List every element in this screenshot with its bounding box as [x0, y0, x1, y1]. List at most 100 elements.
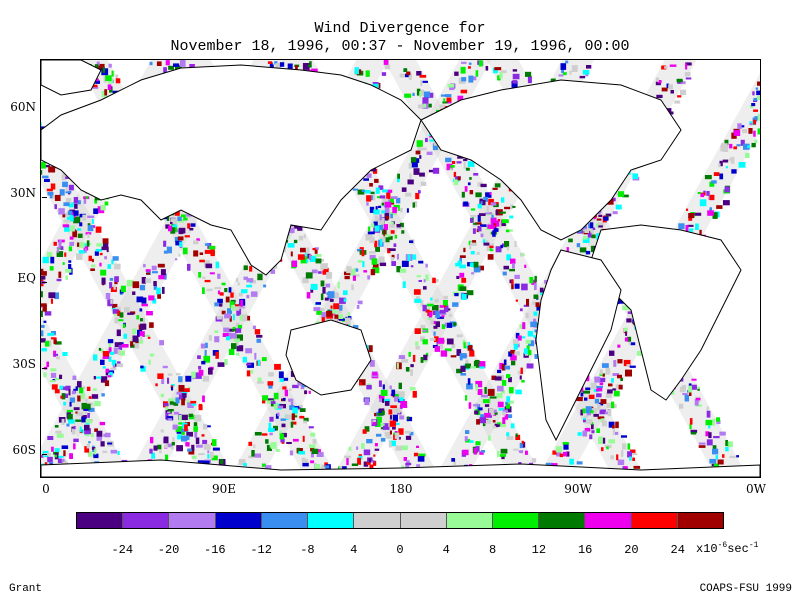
swath-speck	[380, 389, 388, 396]
swath-speck	[432, 277, 436, 284]
swath-speck	[68, 260, 72, 263]
swath-speck	[420, 336, 425, 342]
swath-speck	[583, 390, 590, 394]
swath-speck	[621, 435, 627, 438]
swath-speck	[170, 226, 176, 234]
swath-speck	[219, 292, 224, 296]
landmass-antarctica	[41, 459, 760, 477]
swath-speck	[250, 370, 254, 374]
swath-speck	[316, 452, 324, 457]
swath-speck	[87, 233, 90, 238]
swath-speck	[77, 233, 83, 238]
swath-speck	[423, 354, 428, 361]
swath-speck	[351, 463, 358, 466]
swath-speck	[140, 335, 143, 340]
swath-speck	[381, 210, 386, 214]
swath-speck	[354, 268, 359, 272]
swath-speck	[409, 240, 414, 243]
swath-speck	[376, 433, 382, 437]
swath-speck	[486, 205, 489, 213]
swath-speck	[57, 247, 63, 250]
swath-speck	[497, 401, 504, 408]
swath-speck	[719, 431, 726, 436]
swath-speck	[193, 426, 198, 432]
swath-speck	[234, 304, 240, 311]
swath-speck	[185, 375, 192, 382]
swath-speck	[494, 67, 502, 71]
swath-speck	[314, 247, 319, 250]
swath-speck	[80, 393, 85, 400]
swath-speck	[298, 235, 304, 241]
swath-speck	[456, 161, 462, 164]
swath-speck	[371, 258, 378, 265]
swath-speck	[363, 178, 369, 181]
swath-speck	[297, 447, 300, 454]
swath-speck	[177, 434, 182, 440]
swath-speck	[685, 62, 692, 66]
swath-speck	[180, 60, 186, 67]
swath-speck	[384, 432, 391, 437]
swath-speck	[749, 121, 756, 126]
swath-speck	[64, 252, 67, 257]
swath-speck	[403, 68, 408, 72]
swath-speck	[407, 416, 410, 420]
lat-tick	[42, 282, 47, 283]
swath-speck	[187, 223, 191, 229]
swath-speck	[492, 187, 498, 190]
swath-speck	[492, 230, 496, 237]
swath-speck	[177, 236, 184, 241]
swath-speck	[105, 293, 111, 300]
swath-speck	[191, 455, 197, 459]
swath-speck	[49, 191, 53, 199]
swath-speck	[425, 263, 428, 268]
swath-speck	[88, 407, 95, 412]
swath-speck	[566, 247, 569, 252]
swath-speck	[68, 202, 74, 208]
swath-speck	[380, 239, 383, 246]
swath-speck	[339, 297, 346, 304]
swath-speck	[506, 414, 513, 418]
swath-speck	[54, 448, 60, 452]
swath-speck	[626, 364, 631, 367]
swath-speck	[51, 384, 58, 390]
swath-speck	[680, 81, 686, 84]
swath-speck	[590, 410, 594, 414]
swath-speck	[153, 281, 157, 286]
swath-speck	[303, 420, 307, 424]
swath-speck	[470, 214, 477, 218]
swath-speck	[465, 359, 469, 364]
swath-speck	[374, 448, 380, 451]
color-scale-cell	[400, 513, 447, 528]
swath-speck	[449, 85, 455, 91]
swath-speck	[468, 75, 474, 83]
swath-speck	[224, 288, 228, 293]
swath-speck	[147, 336, 151, 339]
swath-speck	[475, 192, 482, 198]
swath-speck	[552, 450, 557, 455]
swath-speck	[303, 234, 306, 239]
swath-speck	[612, 211, 618, 215]
swath-speck	[41, 338, 46, 343]
swath-speck	[706, 191, 710, 196]
swath-speck	[435, 311, 440, 319]
swath-speck	[460, 373, 467, 376]
swath-speck	[181, 414, 188, 420]
swath-speck	[59, 374, 63, 379]
swath-speck	[437, 316, 444, 319]
swath-speck	[322, 287, 326, 294]
swath-speck	[102, 238, 109, 244]
swath-speck	[664, 66, 668, 69]
swath-speck	[756, 90, 760, 96]
swath-speck	[149, 61, 153, 66]
swath-speck	[536, 305, 541, 311]
swath-speck	[170, 218, 175, 222]
swath-speck	[107, 264, 111, 269]
swath-speck	[415, 341, 419, 346]
swath-speck	[100, 349, 104, 353]
swath-speck	[145, 278, 152, 283]
swath-speck	[580, 392, 584, 397]
swath-speck	[124, 307, 129, 312]
swath-speck	[444, 348, 452, 352]
swath-speck	[190, 223, 196, 227]
swath-speck	[204, 279, 211, 283]
